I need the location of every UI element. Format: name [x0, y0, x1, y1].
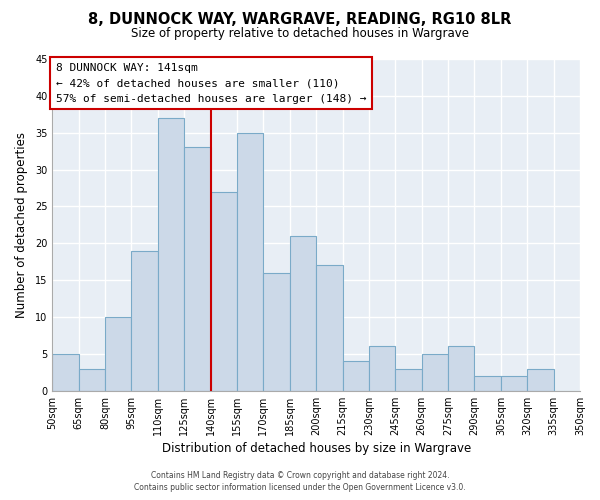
- Text: Size of property relative to detached houses in Wargrave: Size of property relative to detached ho…: [131, 28, 469, 40]
- Bar: [79, 368, 105, 390]
- Bar: [448, 346, 475, 391]
- Bar: [263, 273, 290, 390]
- Bar: [290, 236, 316, 390]
- Bar: [131, 250, 158, 390]
- Bar: [475, 376, 501, 390]
- Bar: [316, 266, 343, 390]
- Y-axis label: Number of detached properties: Number of detached properties: [15, 132, 28, 318]
- Text: 8, DUNNOCK WAY, WARGRAVE, READING, RG10 8LR: 8, DUNNOCK WAY, WARGRAVE, READING, RG10 …: [88, 12, 512, 28]
- X-axis label: Distribution of detached houses by size in Wargrave: Distribution of detached houses by size …: [161, 442, 471, 455]
- Bar: [52, 354, 79, 391]
- Bar: [395, 368, 422, 390]
- Bar: [237, 132, 263, 390]
- Bar: [422, 354, 448, 391]
- Bar: [527, 368, 554, 390]
- Bar: [369, 346, 395, 391]
- Bar: [211, 192, 237, 390]
- Bar: [343, 361, 369, 390]
- Text: Contains HM Land Registry data © Crown copyright and database right 2024.
Contai: Contains HM Land Registry data © Crown c…: [134, 471, 466, 492]
- Bar: [501, 376, 527, 390]
- Text: 8 DUNNOCK WAY: 141sqm
← 42% of detached houses are smaller (110)
57% of semi-det: 8 DUNNOCK WAY: 141sqm ← 42% of detached …: [56, 62, 367, 104]
- Bar: [158, 118, 184, 390]
- Bar: [105, 317, 131, 390]
- Bar: [184, 148, 211, 390]
